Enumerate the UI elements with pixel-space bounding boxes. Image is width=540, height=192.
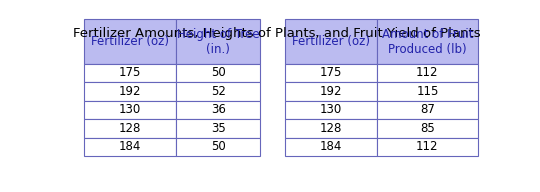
Bar — [377, 64, 478, 82]
Text: 175: 175 — [119, 66, 141, 79]
Bar — [377, 101, 478, 119]
Text: 128: 128 — [119, 122, 141, 135]
Text: Amount of Fruit
Produced (lb): Amount of Fruit Produced (lb) — [382, 27, 473, 55]
Text: 175: 175 — [320, 66, 342, 79]
Bar — [84, 138, 176, 156]
Text: 112: 112 — [416, 66, 438, 79]
Bar — [176, 82, 260, 101]
Bar — [377, 19, 478, 64]
Text: 184: 184 — [320, 140, 342, 153]
Text: 50: 50 — [211, 140, 226, 153]
Text: 50: 50 — [211, 66, 226, 79]
Bar — [285, 101, 377, 119]
Bar — [84, 19, 176, 64]
Bar — [176, 119, 260, 138]
Text: Fertilizer (oz): Fertilizer (oz) — [292, 35, 370, 48]
Text: 128: 128 — [320, 122, 342, 135]
Bar — [377, 119, 478, 138]
Text: 112: 112 — [416, 140, 438, 153]
Text: 130: 130 — [320, 103, 342, 116]
Bar — [285, 138, 377, 156]
Bar — [176, 101, 260, 119]
Text: Fertilizer (oz): Fertilizer (oz) — [91, 35, 169, 48]
Bar — [84, 64, 176, 82]
Bar — [285, 119, 377, 138]
Text: 36: 36 — [211, 103, 226, 116]
Bar — [377, 138, 478, 156]
Bar — [84, 101, 176, 119]
Text: 115: 115 — [416, 85, 438, 98]
Text: Height of Tree
(in.): Height of Tree (in.) — [177, 27, 260, 55]
Text: 87: 87 — [420, 103, 435, 116]
Text: 52: 52 — [211, 85, 226, 98]
Bar — [285, 64, 377, 82]
Bar — [84, 82, 176, 101]
Bar — [176, 19, 260, 64]
Text: 184: 184 — [119, 140, 141, 153]
Text: Fertilizer Amounts, Heights of Plants, and Fruit Yield of Plants: Fertilizer Amounts, Heights of Plants, a… — [73, 27, 481, 40]
Bar — [176, 64, 260, 82]
Bar — [285, 82, 377, 101]
Text: 192: 192 — [320, 85, 342, 98]
Text: 35: 35 — [211, 122, 226, 135]
Bar — [285, 19, 377, 64]
Text: 85: 85 — [420, 122, 435, 135]
Text: 130: 130 — [119, 103, 141, 116]
Bar — [176, 138, 260, 156]
Text: 192: 192 — [119, 85, 141, 98]
Bar — [84, 119, 176, 138]
Bar — [377, 82, 478, 101]
